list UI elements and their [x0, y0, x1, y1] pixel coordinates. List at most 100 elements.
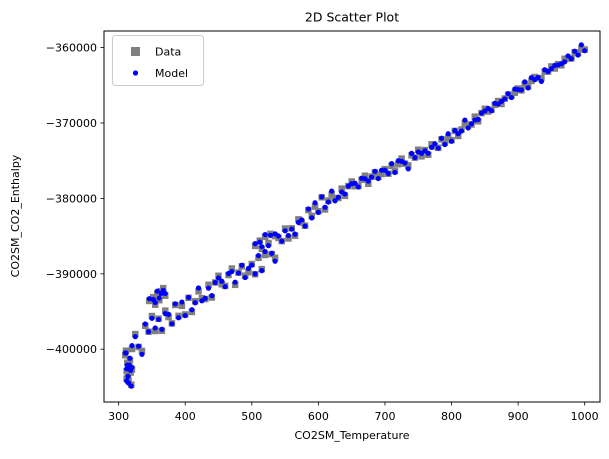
model-point-marker: [389, 161, 395, 167]
model-point-marker: [222, 284, 228, 290]
data-point-marker: [471, 113, 479, 120]
model-point-marker: [192, 300, 198, 306]
model-point-marker: [127, 355, 133, 361]
data-point-marker: [195, 288, 202, 295]
model-point-marker: [438, 135, 445, 141]
data-point-marker: [261, 251, 269, 259]
model-point-marker: [265, 243, 272, 249]
model-point-marker: [269, 250, 275, 256]
data-point-marker: [351, 183, 359, 190]
data-point-marker: [328, 191, 335, 198]
data-point-marker: [464, 122, 472, 129]
model-point-marker: [279, 238, 285, 244]
model-point-marker: [568, 56, 574, 62]
model-point-marker: [475, 116, 481, 122]
model-point-marker: [329, 188, 335, 194]
model-point-marker: [152, 299, 158, 306]
model-point-marker: [292, 231, 298, 237]
model-point-marker: [332, 198, 338, 204]
y-axis-label: CO2SM_CO2_Enthalpy: [9, 154, 22, 277]
data-point-marker: [564, 55, 572, 62]
model-point-marker: [535, 74, 541, 81]
model-point-marker: [452, 127, 458, 134]
data-point-marker: [295, 216, 302, 223]
model-point-marker: [548, 66, 554, 72]
model-point-marker: [259, 268, 265, 274]
model-point-marker: [582, 48, 588, 54]
model-point-marker: [146, 329, 152, 335]
model-point-marker: [215, 275, 222, 281]
model-point-marker: [257, 239, 263, 245]
x-tick-label: 900: [508, 410, 529, 423]
series-model-points: [122, 42, 588, 389]
data-point-marker: [178, 302, 186, 310]
model-point-marker: [375, 175, 381, 182]
model-point-marker: [249, 262, 255, 268]
model-point-marker: [402, 160, 408, 166]
model-point-marker: [322, 204, 328, 210]
data-point-marker: [398, 155, 405, 162]
model-point-marker: [219, 278, 225, 284]
data-point-marker: [395, 160, 402, 168]
model-point-marker: [132, 334, 138, 340]
model-point-marker: [462, 117, 468, 123]
x-tick-label: 400: [175, 410, 196, 423]
model-point-marker: [425, 150, 431, 156]
data-point-marker: [418, 153, 425, 160]
model-point-marker: [458, 128, 465, 134]
model-point-marker: [239, 262, 245, 268]
model-point-marker: [162, 290, 168, 297]
model-point-marker: [245, 265, 252, 271]
data-point-marker: [578, 45, 585, 52]
model-point-marker: [242, 274, 248, 281]
data-point-marker: [528, 77, 535, 85]
model-point-marker: [315, 209, 321, 215]
model-point-marker: [405, 166, 411, 172]
y-tick-label: −370000: [46, 117, 97, 130]
y-tick-label: −360000: [46, 42, 97, 55]
data-point-marker: [498, 100, 505, 108]
model-point-marker: [125, 373, 131, 379]
data-point-marker: [138, 347, 146, 355]
model-point-marker: [442, 141, 448, 148]
model-point-marker: [272, 231, 278, 237]
data-point-marker: [461, 120, 469, 127]
model-point-marker: [149, 315, 155, 321]
model-point-marker: [139, 351, 145, 357]
model-point-marker: [154, 288, 160, 294]
data-point-marker: [378, 170, 385, 178]
model-point-marker: [468, 121, 475, 127]
data-point-marker: [165, 313, 172, 321]
model-point-marker: [352, 180, 358, 186]
model-point-marker: [182, 312, 188, 319]
legend: Data Model: [112, 35, 204, 86]
data-point-marker: [298, 219, 305, 226]
model-point-marker: [232, 279, 238, 285]
model-point-marker: [525, 85, 531, 91]
model-point-marker: [156, 295, 162, 301]
model-point-marker: [146, 296, 152, 302]
data-point-marker: [265, 239, 272, 247]
data-point-marker: [365, 180, 372, 188]
legend-marker-data: [131, 47, 140, 56]
model-point-marker: [488, 108, 495, 114]
legend-marker-model: [132, 70, 139, 76]
data-point-marker: [511, 89, 519, 97]
model-point-marker: [128, 383, 134, 389]
model-point-marker: [312, 200, 318, 206]
model-point-marker: [165, 311, 172, 317]
model-point-marker: [195, 285, 202, 291]
data-point-marker: [361, 172, 369, 179]
y-tick-label: −400000: [46, 343, 97, 356]
model-point-marker: [355, 184, 361, 190]
data-point-marker: [231, 281, 239, 289]
model-point-marker: [448, 138, 455, 144]
model-point-marker: [382, 167, 388, 173]
model-point-marker: [136, 343, 142, 349]
model-point-marker: [572, 48, 578, 54]
model-point-marker: [282, 228, 288, 234]
legend-label-data: Data: [155, 46, 181, 59]
data-point-marker: [531, 73, 539, 81]
model-point-marker: [202, 295, 208, 301]
